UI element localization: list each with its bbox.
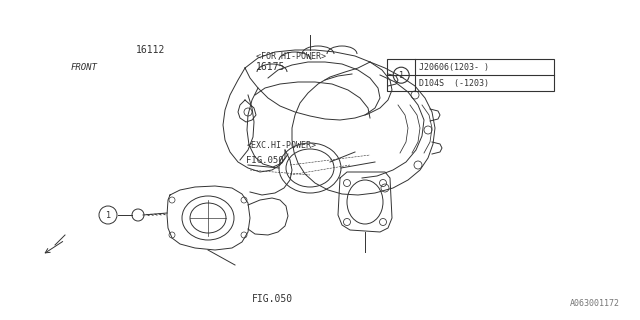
Text: J20606(1203- ): J20606(1203- ) <box>419 63 489 72</box>
Text: A063001172: A063001172 <box>570 299 620 308</box>
Text: 1: 1 <box>106 211 111 220</box>
Text: FRONT: FRONT <box>70 63 97 72</box>
Text: 16112: 16112 <box>136 44 165 55</box>
Text: 1: 1 <box>399 71 404 80</box>
Text: FIG.050: FIG.050 <box>252 294 292 304</box>
Text: FIG.050: FIG.050 <box>246 156 284 164</box>
Text: <FOR HI-POWER>: <FOR HI-POWER> <box>256 52 326 60</box>
Text: 16175: 16175 <box>256 62 285 72</box>
Text: <EXC.HI-POWER>: <EXC.HI-POWER> <box>246 141 316 150</box>
Text: D104S  (-1203): D104S (-1203) <box>419 79 489 88</box>
Bar <box>387 59 554 91</box>
